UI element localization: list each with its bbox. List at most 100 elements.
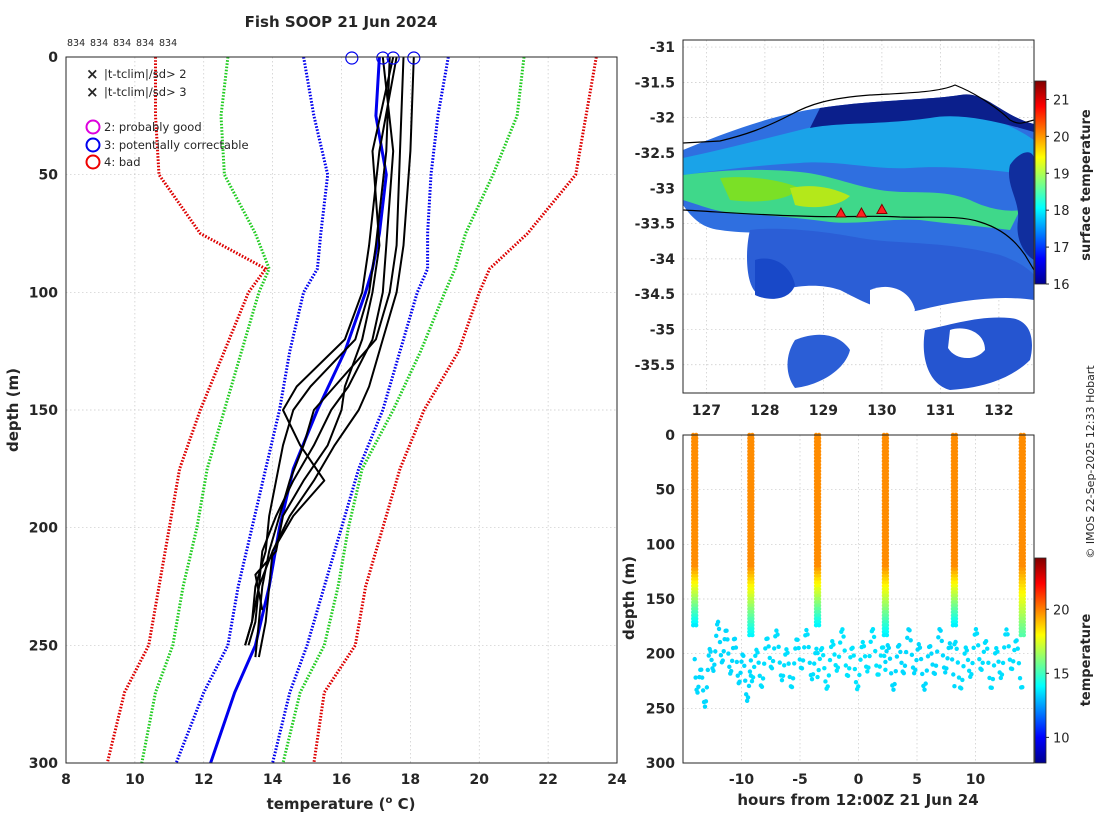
- cast-point: [973, 626, 979, 632]
- cast-point: [953, 623, 959, 628]
- cast-point: [1014, 638, 1019, 643]
- cast-point: [750, 439, 755, 444]
- cast-point: [750, 547, 755, 552]
- cast-point: [953, 514, 959, 520]
- cast-point: [884, 475, 890, 480]
- profile-legend: × |t-tclim|/sd> 2 × |t-tclim|/sd> 3 2: p…: [85, 65, 249, 170]
- flag-marker: [345, 51, 359, 65]
- cast-point: [928, 644, 933, 649]
- cast-point: [694, 504, 699, 510]
- cast-point: [1021, 550, 1026, 556]
- cast-point: [884, 583, 890, 589]
- cast-point: [746, 683, 752, 689]
- cast-point: [852, 666, 858, 672]
- cast-point: [918, 656, 924, 662]
- cast-point: [953, 639, 958, 645]
- cast-point: [953, 534, 959, 539]
- cast-point: [694, 482, 699, 487]
- cast-point: [1005, 632, 1010, 637]
- cast-point: [750, 442, 755, 448]
- cast-point: [750, 482, 755, 487]
- track-marker-triangle: [855, 206, 868, 218]
- cast-point: [750, 554, 755, 559]
- cast-point: [981, 649, 987, 654]
- cast-point: [696, 684, 701, 689]
- cast-point: [750, 452, 755, 457]
- cast-point: [907, 628, 912, 633]
- observed-profile-line: [244, 56, 398, 646]
- cast-point: [1021, 495, 1026, 500]
- cast-point: [1009, 666, 1015, 672]
- cast-point: [884, 537, 890, 543]
- cast-point: [750, 531, 755, 536]
- cast-point: [826, 673, 832, 678]
- temperature-colorbar: [1034, 557, 1047, 764]
- clim-3sd-right-line: [312, 56, 598, 764]
- cast-point: [884, 478, 890, 484]
- cast-point: [971, 645, 976, 650]
- cast-point: [748, 658, 754, 663]
- cast-point: [954, 646, 959, 651]
- cast-point: [893, 668, 898, 674]
- cast-point: [953, 613, 959, 618]
- cast-point: [986, 660, 991, 666]
- cast-point: [694, 442, 699, 448]
- cast-point: [750, 560, 755, 566]
- cast-point: [1021, 472, 1026, 477]
- vessel-track: [682, 209, 1035, 271]
- y-tick-label: 250: [29, 638, 58, 654]
- cast-point: [816, 609, 822, 615]
- cast-point: [953, 472, 959, 477]
- x-tick-label: 10: [966, 772, 986, 788]
- cast-point: [750, 583, 755, 589]
- cast-point: [974, 631, 980, 636]
- cast-point: [750, 491, 755, 497]
- cast-point: [929, 651, 934, 656]
- cast-point: [750, 508, 755, 513]
- cast-point: [816, 475, 822, 480]
- cast-point: [1021, 632, 1026, 638]
- cast-point: [1021, 537, 1026, 543]
- colorbar-tick-label: 19: [1053, 167, 1070, 182]
- legend-label: 4: bad: [104, 155, 141, 169]
- cast-point: [1021, 586, 1026, 592]
- cast-point: [816, 495, 822, 500]
- cast-point: [757, 673, 762, 679]
- cast-point: [959, 686, 964, 691]
- cast-point: [953, 609, 959, 615]
- cast-point: [694, 439, 699, 444]
- flag-markers: [345, 51, 421, 65]
- cast-point: [902, 663, 908, 668]
- y-tick-label: 150: [646, 592, 675, 608]
- cast-point: [816, 445, 822, 451]
- cast-point: [816, 583, 822, 589]
- cast-point: [694, 537, 699, 543]
- colorbar-tick-label: 15: [1053, 667, 1070, 682]
- cast-point: [750, 495, 755, 500]
- cast-point: [770, 658, 776, 664]
- cast-point: [883, 667, 888, 672]
- cast-point: [694, 603, 699, 608]
- cast-point: [694, 573, 699, 579]
- y-tick-label: -32.5: [635, 146, 675, 162]
- cast-point: [694, 541, 699, 546]
- clim-2sd-right-line: [281, 56, 526, 764]
- cast-point: [816, 606, 822, 612]
- time-depth-axes-box: [682, 434, 1035, 764]
- sst-region-yellow-patch: [790, 186, 850, 208]
- cloud-gap: [870, 286, 915, 328]
- cast-point: [1021, 629, 1026, 634]
- y-tick-label: 150: [29, 403, 58, 419]
- y-tick-label: 200: [29, 521, 58, 537]
- cast-point: [750, 518, 755, 523]
- cast-point: [953, 491, 959, 497]
- cast-point: [953, 462, 959, 467]
- cast-point: [766, 644, 771, 649]
- cast-point: [721, 648, 726, 654]
- x-tick-label: 18: [401, 772, 420, 788]
- cast-point: [1021, 564, 1026, 569]
- cast-point: [884, 609, 890, 615]
- y-tick-label: -35.5: [635, 358, 675, 374]
- cast-point: [884, 501, 890, 507]
- cast-point: [708, 649, 713, 654]
